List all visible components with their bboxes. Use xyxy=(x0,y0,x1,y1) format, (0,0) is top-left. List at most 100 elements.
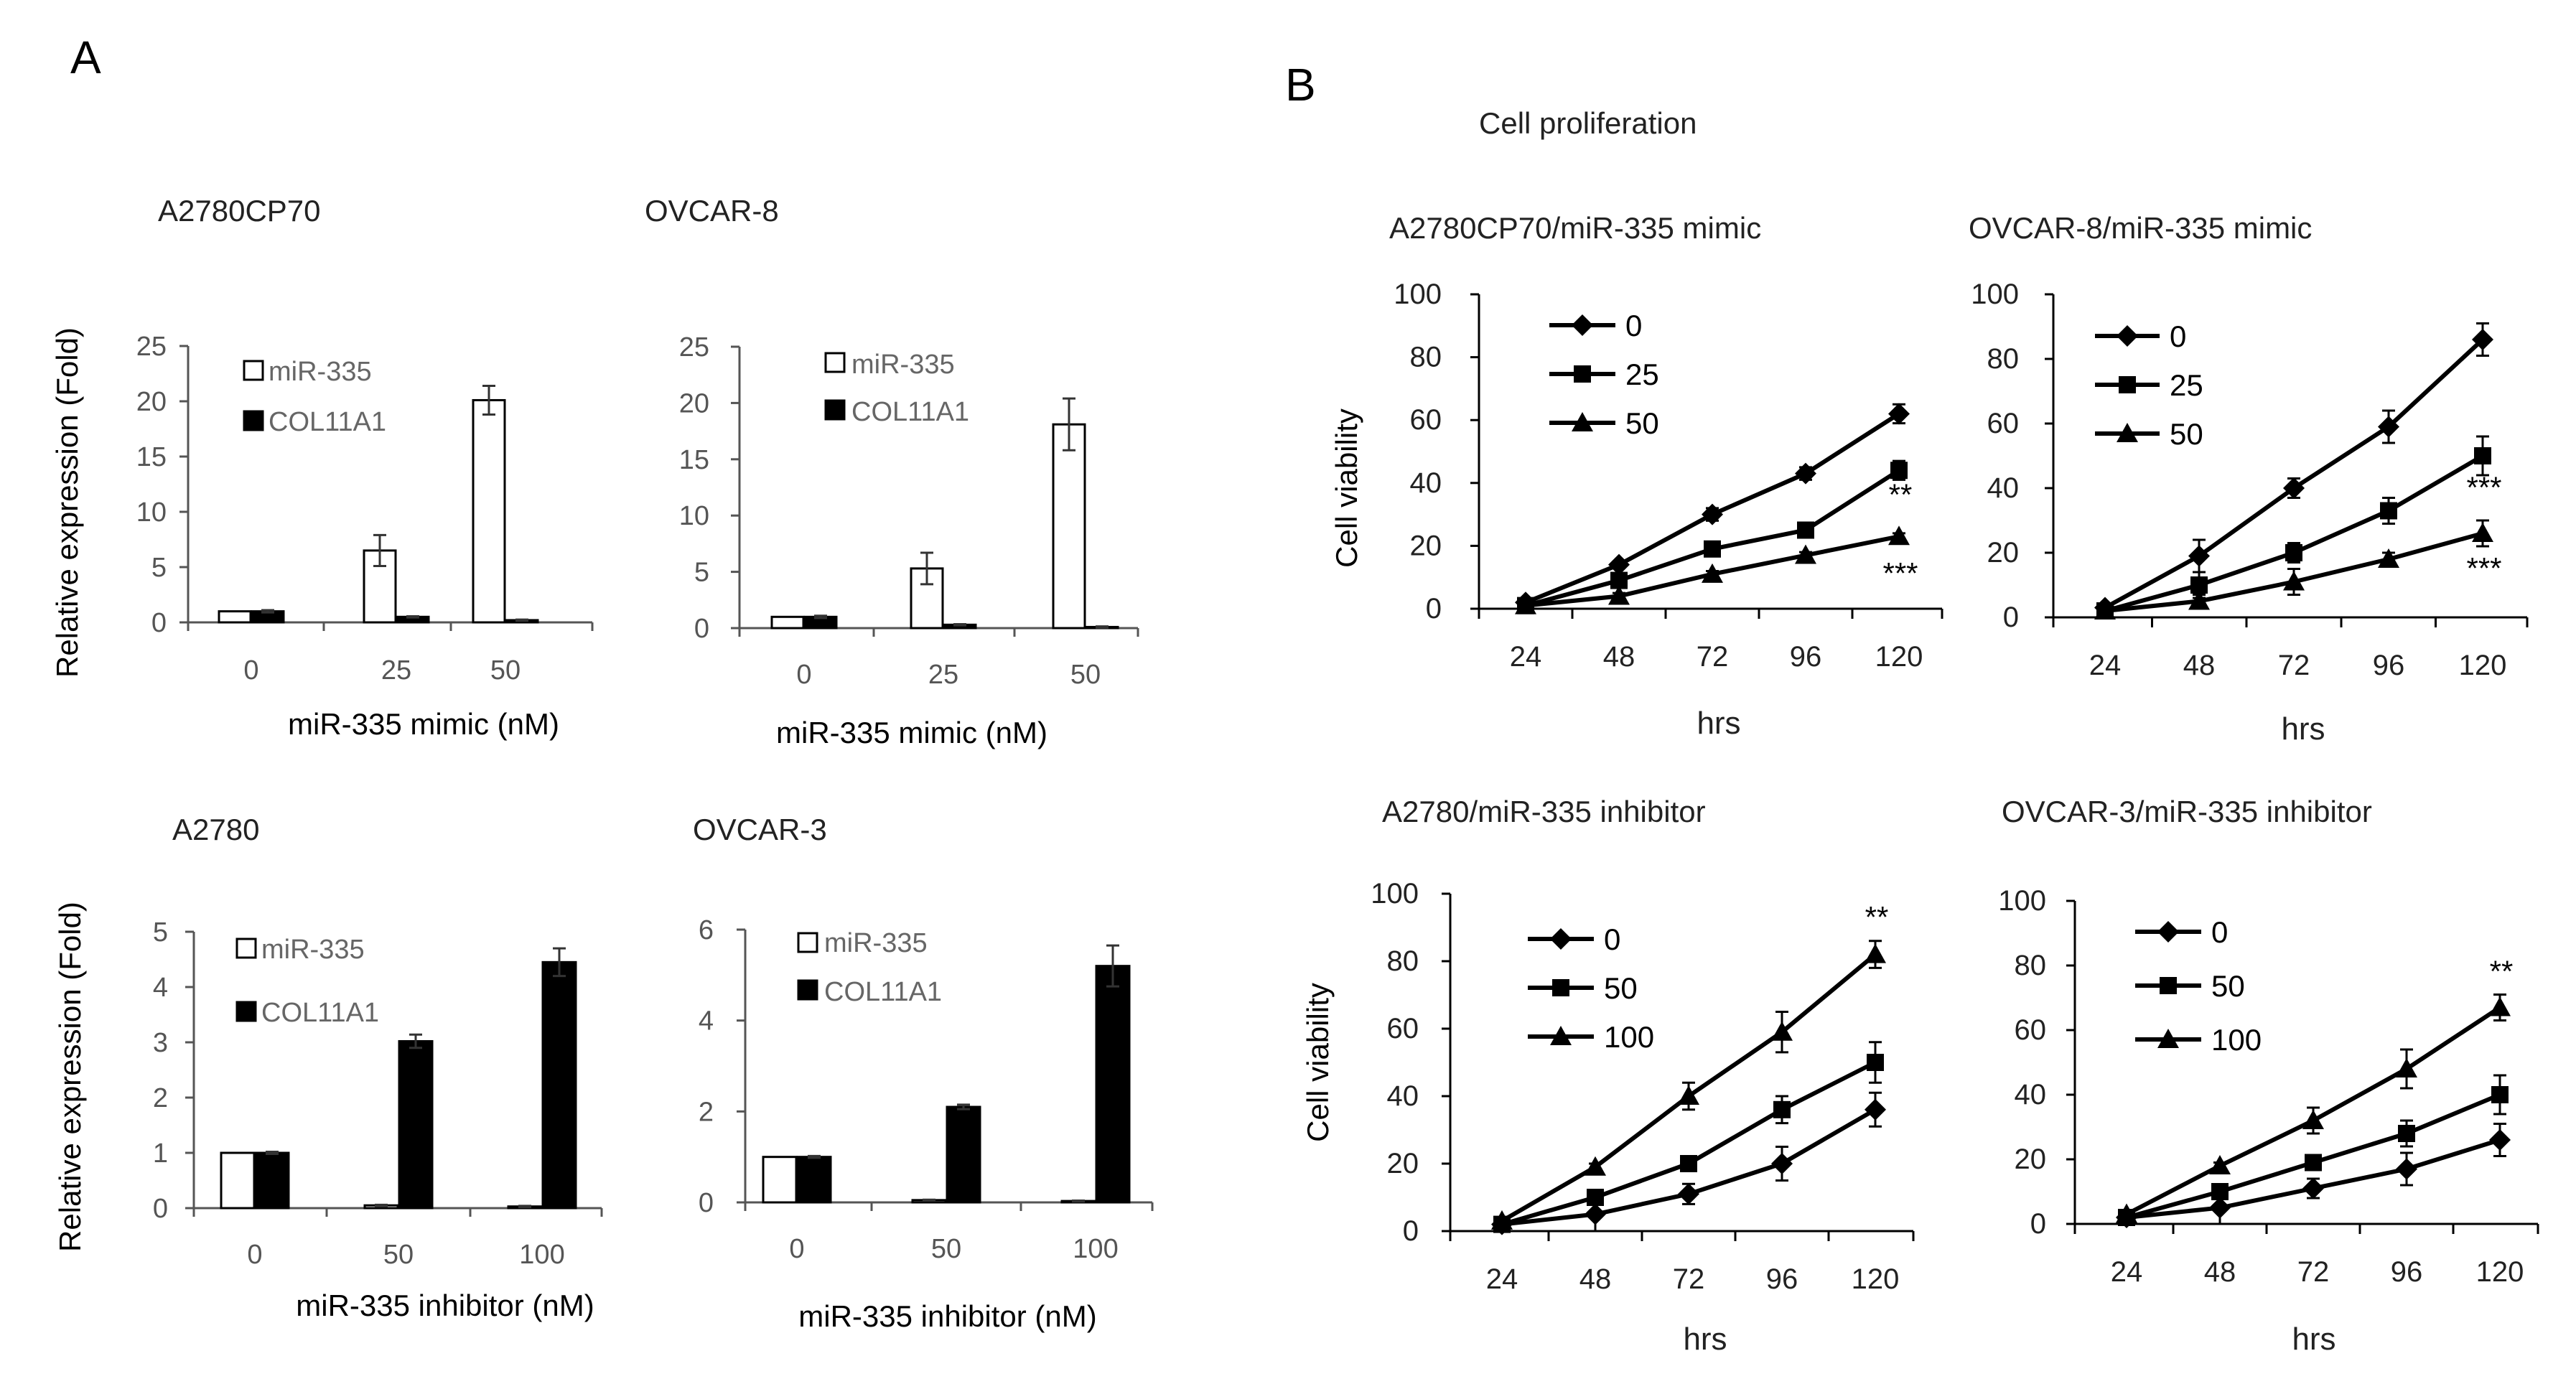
data-point-50 xyxy=(2491,1086,2509,1103)
y-tick-label: 20 xyxy=(679,388,709,419)
x-tick-label: 50 xyxy=(490,655,521,686)
x-tick-label: 50 xyxy=(383,1240,414,1270)
chart-title: OVCAR-8/miR-335 mimic xyxy=(1969,211,2312,245)
series-line-0 xyxy=(2104,337,2485,610)
data-point-0 xyxy=(1702,503,1723,525)
legend-label-100: 100 xyxy=(2211,1023,2262,1057)
legend-label-25: 25 xyxy=(1625,357,1659,391)
legend-label-50: 50 xyxy=(1625,406,1659,440)
bar-mir-335 xyxy=(762,1156,798,1204)
x-tick-label: 96 xyxy=(2391,1256,2423,1288)
x-tick-label: 0 xyxy=(247,1240,262,1270)
bar-ylabel-top: Relative expression (Fold) xyxy=(50,327,84,678)
legend-label-mir-335: miR-335 xyxy=(851,350,955,380)
data-point-50 xyxy=(1773,1100,1791,1118)
y-tick-label: 60 xyxy=(1387,1013,1419,1044)
x-tick-label: 25 xyxy=(381,655,411,686)
y-tick-label: 6 xyxy=(699,915,714,945)
legend-label-0: 0 xyxy=(2211,915,2228,949)
y-tick-label: 2 xyxy=(153,1083,168,1113)
chart-title: OVCAR-8 xyxy=(645,194,779,228)
data-point-50 xyxy=(1515,594,1536,614)
bar-mir-335 xyxy=(220,1151,256,1210)
y-tick-label: 40 xyxy=(1987,472,2020,504)
y-tick-label: 0 xyxy=(699,1188,714,1218)
data-point-25 xyxy=(1704,540,1721,558)
x-tick-label: 0 xyxy=(796,660,811,690)
data-point-0 xyxy=(2283,477,2305,499)
panel-b-title: Cell proliferation xyxy=(1479,106,1697,140)
legend-label-50: 50 xyxy=(2170,417,2203,451)
bar-col11a1 xyxy=(254,1151,290,1210)
data-point-50 xyxy=(2211,1183,2229,1200)
y-tick-label: 25 xyxy=(679,332,709,363)
legend-marker-25 xyxy=(1574,365,1591,383)
bar-mir-335 xyxy=(218,610,252,624)
y-tick-label: 2 xyxy=(699,1097,714,1127)
x-tick-label: 72 xyxy=(2297,1256,2330,1288)
y-tick-label: 80 xyxy=(1410,342,1442,373)
y-tick-label: 0 xyxy=(2030,1208,2046,1240)
chart-title: A2780CP70/miR-335 mimic xyxy=(1389,211,1761,245)
y-tick-label: 80 xyxy=(1987,343,2020,375)
y-tick-label: 0 xyxy=(153,1194,168,1224)
data-point-50 xyxy=(1680,1155,1697,1172)
bar-col11a1 xyxy=(796,1156,832,1204)
bar-col11a1 xyxy=(541,960,577,1210)
y-tick-label: 4 xyxy=(699,1006,714,1037)
data-point-100 xyxy=(2302,1110,2324,1129)
bar-chart-ovcar-8: OVCAR-8 miR-335 mimic (nM) miR-335 COL11… xyxy=(645,194,1139,749)
y-tick-label: 15 xyxy=(136,442,167,472)
y-tick-label: 20 xyxy=(1387,1148,1419,1179)
x-tick-label: 25 xyxy=(928,660,958,690)
x-tick-label: 96 xyxy=(2373,650,2405,681)
data-point-100 xyxy=(2396,1058,2417,1077)
data-point-0 xyxy=(2378,416,2399,438)
data-point-50 xyxy=(1888,525,1910,546)
x-tick-label: 24 xyxy=(1510,641,1542,673)
x-axis-label: hrs xyxy=(2281,711,2325,747)
legend-marker-100 xyxy=(1550,1026,1572,1045)
line-chart-a2780cp70-mimic: A2780CP70/miR-335 mimic hrs 0 20 40 60 80 100… xyxy=(1389,211,1943,741)
significance-annotation: *** xyxy=(2466,551,2501,585)
legend-label-25: 25 xyxy=(2170,368,2203,402)
x-tick-label: 50 xyxy=(931,1234,961,1264)
data-point-100 xyxy=(2489,996,2511,1016)
data-point-50 xyxy=(1608,585,1630,605)
x-tick-label: 24 xyxy=(2111,1256,2143,1288)
x-tick-label: 0 xyxy=(243,655,258,686)
data-point-0 xyxy=(1795,462,1816,485)
x-tick-label: 120 xyxy=(1875,641,1923,673)
y-tick-label: 4 xyxy=(153,973,168,1003)
legend-marker-100 xyxy=(2157,1029,2179,1048)
x-tick-label: 50 xyxy=(1070,660,1101,690)
x-tick-label: 100 xyxy=(519,1240,564,1270)
series-line-25 xyxy=(1525,468,1900,608)
data-point-100 xyxy=(2209,1155,2231,1174)
line-chart-ovcar-8-mimic: OVCAR-8/miR-335 mimic hrs 0 20 40 60 80 100 24… xyxy=(1969,211,2529,747)
x-tick-label: 72 xyxy=(1673,1263,1705,1295)
data-point-0 xyxy=(1865,1098,1886,1121)
data-point-50 xyxy=(2398,1125,2415,1142)
x-tick-label: 24 xyxy=(1486,1263,1518,1295)
x-axis-label: miR-335 mimic (nM) xyxy=(288,707,559,741)
data-point-100 xyxy=(1678,1085,1699,1105)
x-tick-label: 72 xyxy=(2278,650,2310,681)
y-tick-label: 1 xyxy=(153,1138,168,1169)
y-tick-label: 15 xyxy=(679,445,709,475)
data-point-100 xyxy=(1865,943,1886,963)
y-tick-label: 10 xyxy=(679,501,709,531)
data-point-0 xyxy=(2188,545,2210,567)
legend-label-col11a1: COL11A1 xyxy=(824,977,942,1007)
y-tick-label: 5 xyxy=(153,917,168,948)
legend: miR-335 COL11A1 xyxy=(824,350,969,427)
data-point-0 xyxy=(2396,1158,2417,1180)
x-axis-label: miR-335 inhibitor (nM) xyxy=(798,1299,1096,1333)
data-point-50 xyxy=(1587,1189,1604,1206)
legend-marker-50 xyxy=(2160,977,2177,994)
legend-swatch-col11a1 xyxy=(797,979,818,1001)
x-tick-label: 100 xyxy=(1073,1234,1118,1264)
legend-marker-0 xyxy=(1550,928,1572,950)
y-tick-label: 100 xyxy=(1971,279,2019,310)
